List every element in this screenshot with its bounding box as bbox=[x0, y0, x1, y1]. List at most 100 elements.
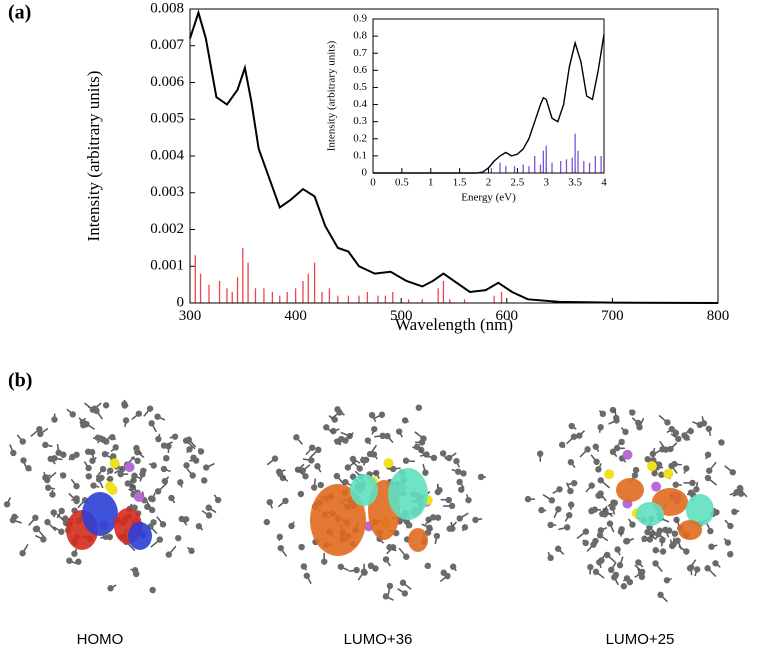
atom bbox=[599, 510, 606, 518]
atom bbox=[314, 463, 321, 470]
atom bbox=[149, 586, 156, 594]
atom bbox=[20, 457, 27, 464]
atom bbox=[390, 465, 397, 473]
x-axis-label: Energy (eV) bbox=[461, 192, 516, 204]
atom bbox=[154, 413, 161, 420]
atom bbox=[276, 470, 284, 478]
atom bbox=[42, 441, 49, 449]
atom bbox=[727, 551, 734, 558]
atom bbox=[91, 405, 98, 412]
orbital-lobe bbox=[408, 528, 428, 552]
atom bbox=[644, 528, 651, 536]
atom bbox=[631, 472, 639, 479]
atom bbox=[598, 557, 605, 564]
atom bbox=[658, 471, 665, 478]
atom bbox=[609, 448, 617, 456]
atom bbox=[44, 518, 51, 526]
atom bbox=[556, 486, 563, 493]
atom bbox=[672, 481, 679, 488]
atom bbox=[9, 516, 17, 524]
atom bbox=[667, 445, 674, 453]
atom bbox=[687, 427, 694, 435]
atom bbox=[657, 591, 664, 599]
orbital-lobe bbox=[616, 478, 644, 502]
x-tick-label: 3 bbox=[544, 176, 550, 188]
atom bbox=[613, 444, 621, 452]
atom bbox=[50, 509, 57, 516]
atom bbox=[458, 486, 465, 493]
atom bbox=[588, 482, 595, 489]
x-tick-label: 400 bbox=[284, 308, 307, 324]
atom bbox=[303, 572, 311, 579]
atom bbox=[693, 486, 700, 493]
atom bbox=[401, 590, 409, 597]
atom bbox=[415, 404, 423, 411]
x-tick-label: 500 bbox=[390, 308, 413, 324]
atom bbox=[333, 472, 341, 480]
atom bbox=[548, 497, 556, 504]
atom bbox=[672, 429, 680, 437]
atom bbox=[547, 521, 554, 529]
atom bbox=[133, 444, 140, 452]
atom bbox=[189, 472, 196, 479]
atom bbox=[85, 464, 92, 472]
y-tick-label: 0.001 bbox=[150, 258, 184, 274]
y-tick-label: 0.008 bbox=[150, 0, 184, 16]
y-tick-label: 0.007 bbox=[150, 37, 184, 53]
atom bbox=[622, 449, 633, 460]
atom bbox=[659, 548, 667, 555]
atom bbox=[733, 488, 740, 496]
y-tick-label: 0.2 bbox=[353, 132, 367, 144]
atom bbox=[455, 468, 462, 475]
atom bbox=[422, 469, 429, 476]
atom bbox=[75, 558, 82, 565]
atom bbox=[88, 448, 96, 456]
atom bbox=[150, 519, 157, 526]
atom bbox=[69, 411, 76, 418]
atom bbox=[686, 565, 694, 572]
y-tick-label: 0.3 bbox=[353, 115, 367, 127]
atom bbox=[188, 547, 195, 555]
atom bbox=[444, 572, 451, 580]
atom bbox=[683, 548, 690, 555]
atom bbox=[104, 481, 115, 492]
atom bbox=[623, 575, 631, 582]
atom bbox=[622, 428, 629, 436]
atom bbox=[148, 506, 156, 514]
atom bbox=[423, 451, 430, 458]
atom bbox=[124, 480, 132, 487]
y-tick-label: 0.003 bbox=[150, 184, 184, 200]
atom bbox=[448, 502, 456, 510]
atom bbox=[155, 435, 162, 443]
atom bbox=[604, 469, 615, 480]
y-tick-label: 0.6 bbox=[353, 64, 367, 76]
atom bbox=[652, 560, 659, 567]
atom bbox=[592, 568, 600, 576]
atom bbox=[85, 473, 92, 480]
atom bbox=[135, 410, 143, 417]
atom bbox=[567, 487, 574, 495]
atom bbox=[670, 541, 677, 548]
atom bbox=[616, 562, 624, 569]
atom bbox=[689, 479, 696, 487]
atom bbox=[582, 528, 590, 535]
atom bbox=[178, 515, 185, 523]
atom bbox=[69, 453, 76, 461]
atom bbox=[55, 449, 62, 456]
atom bbox=[683, 465, 690, 472]
atom bbox=[696, 421, 704, 429]
atom bbox=[399, 579, 407, 586]
atom bbox=[73, 482, 80, 490]
atom bbox=[276, 533, 284, 541]
atom bbox=[3, 501, 11, 508]
atom bbox=[364, 437, 372, 444]
atom bbox=[424, 562, 432, 570]
atom bbox=[356, 465, 363, 472]
x-tick-label: 2 bbox=[486, 176, 492, 188]
orbital-lobe bbox=[388, 468, 428, 520]
atom bbox=[89, 457, 96, 464]
atom bbox=[613, 414, 620, 422]
panel-label: (a) bbox=[8, 2, 31, 24]
atom bbox=[73, 497, 80, 505]
atom bbox=[386, 544, 393, 551]
